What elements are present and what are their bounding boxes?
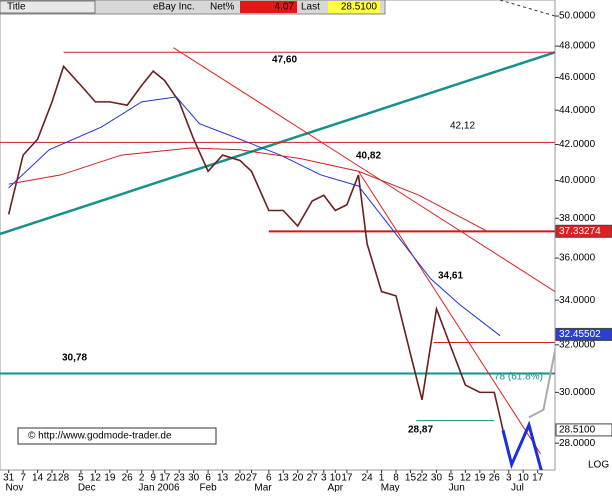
x-tick-label: 12 bbox=[460, 473, 472, 484]
x-tick-label: 17 bbox=[159, 473, 171, 484]
price-tag bbox=[555, 224, 612, 238]
x-tick-label: 17 bbox=[532, 473, 544, 484]
annotation: 30,78 bbox=[62, 353, 87, 364]
x-tick-label: 2 bbox=[139, 473, 145, 484]
header: Title eBay Inc. Net% 4.07 Last 28.5100 bbox=[0, 0, 386, 15]
trend-line bbox=[528, 345, 555, 419]
x-tick-label: 5 bbox=[448, 473, 454, 484]
plot-frame bbox=[0, 0, 556, 471]
y-tick-label: 42.0000 bbox=[559, 139, 596, 150]
y-tick-label: 34.0000 bbox=[559, 295, 596, 306]
header-net-label: Net% bbox=[210, 2, 235, 13]
copyright: © http://www.godmode-trader.de bbox=[28, 431, 172, 442]
y-tick-label: 36.0000 bbox=[559, 253, 596, 264]
annotation: 42,12 bbox=[450, 121, 475, 132]
header-net: 4.07 bbox=[275, 2, 295, 13]
y-tick-label: 38.0000 bbox=[559, 213, 596, 224]
y-tick-label: 46.0000 bbox=[559, 72, 596, 83]
x-tick-label: 13 bbox=[217, 473, 229, 484]
x-tick-label: 26 bbox=[489, 473, 501, 484]
trend-line bbox=[501, 420, 543, 470]
x-tick-label: 23 bbox=[174, 473, 186, 484]
copyright-box bbox=[17, 427, 217, 445]
price-line bbox=[7, 64, 504, 431]
y-tick-label: 44.0000 bbox=[559, 105, 596, 116]
x-tick-label: 13 bbox=[278, 473, 290, 484]
x-tick-label: 1 bbox=[379, 473, 385, 484]
month-label: Dec bbox=[78, 483, 96, 492]
month-label: Nov bbox=[6, 483, 24, 492]
x-tick-label: 6 bbox=[266, 473, 272, 484]
x-tick-label: 15 bbox=[405, 473, 417, 484]
y-tick-label: 28.0000 bbox=[559, 438, 596, 449]
month-label: May bbox=[381, 483, 400, 492]
price-tag-label: 32.45502 bbox=[559, 329, 601, 340]
annotation: 28,87 bbox=[408, 425, 433, 436]
trend-line bbox=[358, 171, 541, 455]
x-tick-label: 30 bbox=[431, 473, 443, 484]
x-tick-label: 20 bbox=[292, 473, 304, 484]
x-tick-label: 7 bbox=[20, 473, 26, 484]
annotation: 40,82 bbox=[356, 151, 381, 162]
x-tick-label: 9 bbox=[150, 473, 156, 484]
x-tick-label: 27 bbox=[246, 473, 258, 484]
month-label: Apr bbox=[328, 483, 344, 492]
y-tick-label: 48.0000 bbox=[559, 41, 596, 52]
x-tick-label: 24 bbox=[362, 473, 374, 484]
trend-line bbox=[0, 51, 555, 236]
annotation: 34,61 bbox=[438, 271, 463, 282]
x-tick-label: 27 bbox=[307, 473, 319, 484]
x-tick-label: 6 bbox=[205, 473, 211, 484]
x-tick-label: 10 bbox=[330, 473, 342, 484]
x-tick-label: 12 bbox=[90, 473, 102, 484]
x-tick-label: 19 bbox=[474, 473, 486, 484]
month-label: Mar bbox=[254, 483, 272, 492]
trend-line bbox=[173, 47, 555, 292]
x-tick-label: 30 bbox=[188, 473, 200, 484]
net-cell bbox=[240, 1, 297, 13]
header-last-label: Last bbox=[301, 2, 320, 13]
x-tick-label: 31 bbox=[3, 473, 15, 484]
month-label: Feb bbox=[200, 483, 218, 492]
annotation: 47,60 bbox=[272, 55, 297, 66]
price-tag-label: 37.33274 bbox=[559, 226, 601, 237]
y-tick-label: 40.0000 bbox=[559, 175, 596, 186]
month-label: Jan 2006 bbox=[138, 483, 180, 492]
x-tick-label: 28 bbox=[58, 473, 70, 484]
annotation: 78 (61.8%) bbox=[494, 372, 543, 383]
title-cell bbox=[0, 0, 96, 14]
x-tick-label: 3 bbox=[321, 473, 327, 484]
price-tag bbox=[555, 423, 612, 437]
x-tick-label: 20 bbox=[234, 473, 246, 484]
month-label: Jun bbox=[449, 483, 465, 492]
x-tick-label: 5 bbox=[78, 473, 84, 484]
price-tag-label: 28.5100 bbox=[559, 425, 596, 436]
price-line bbox=[8, 147, 489, 233]
x-tick-label: 14 bbox=[32, 473, 44, 484]
x-tick-label: 17 bbox=[341, 473, 353, 484]
x-tick-label: 8 bbox=[393, 473, 399, 484]
plot bbox=[0, 0, 555, 470]
header-title: Title bbox=[7, 2, 26, 13]
header-last: 28.5100 bbox=[341, 2, 378, 13]
month-label: Jul bbox=[511, 483, 524, 492]
x-tick-label: 21 bbox=[46, 473, 58, 484]
price-tag bbox=[555, 327, 612, 341]
y-tick-label: 50.0000 bbox=[559, 11, 596, 22]
x-tick-label: 26 bbox=[122, 473, 134, 484]
x-tick-label: 10 bbox=[518, 473, 530, 484]
x-tick-label: 19 bbox=[104, 473, 116, 484]
y-tick-label: 32.0000 bbox=[559, 339, 596, 350]
x-tick-label: 22 bbox=[416, 473, 428, 484]
header-symbol: eBay Inc. bbox=[153, 2, 195, 13]
price-line bbox=[8, 96, 501, 337]
scale-label: LOG bbox=[588, 460, 609, 471]
y-tick-label: 30.0000 bbox=[559, 387, 596, 398]
last-cell bbox=[328, 1, 380, 13]
x-tick-label: 3 bbox=[506, 473, 512, 484]
